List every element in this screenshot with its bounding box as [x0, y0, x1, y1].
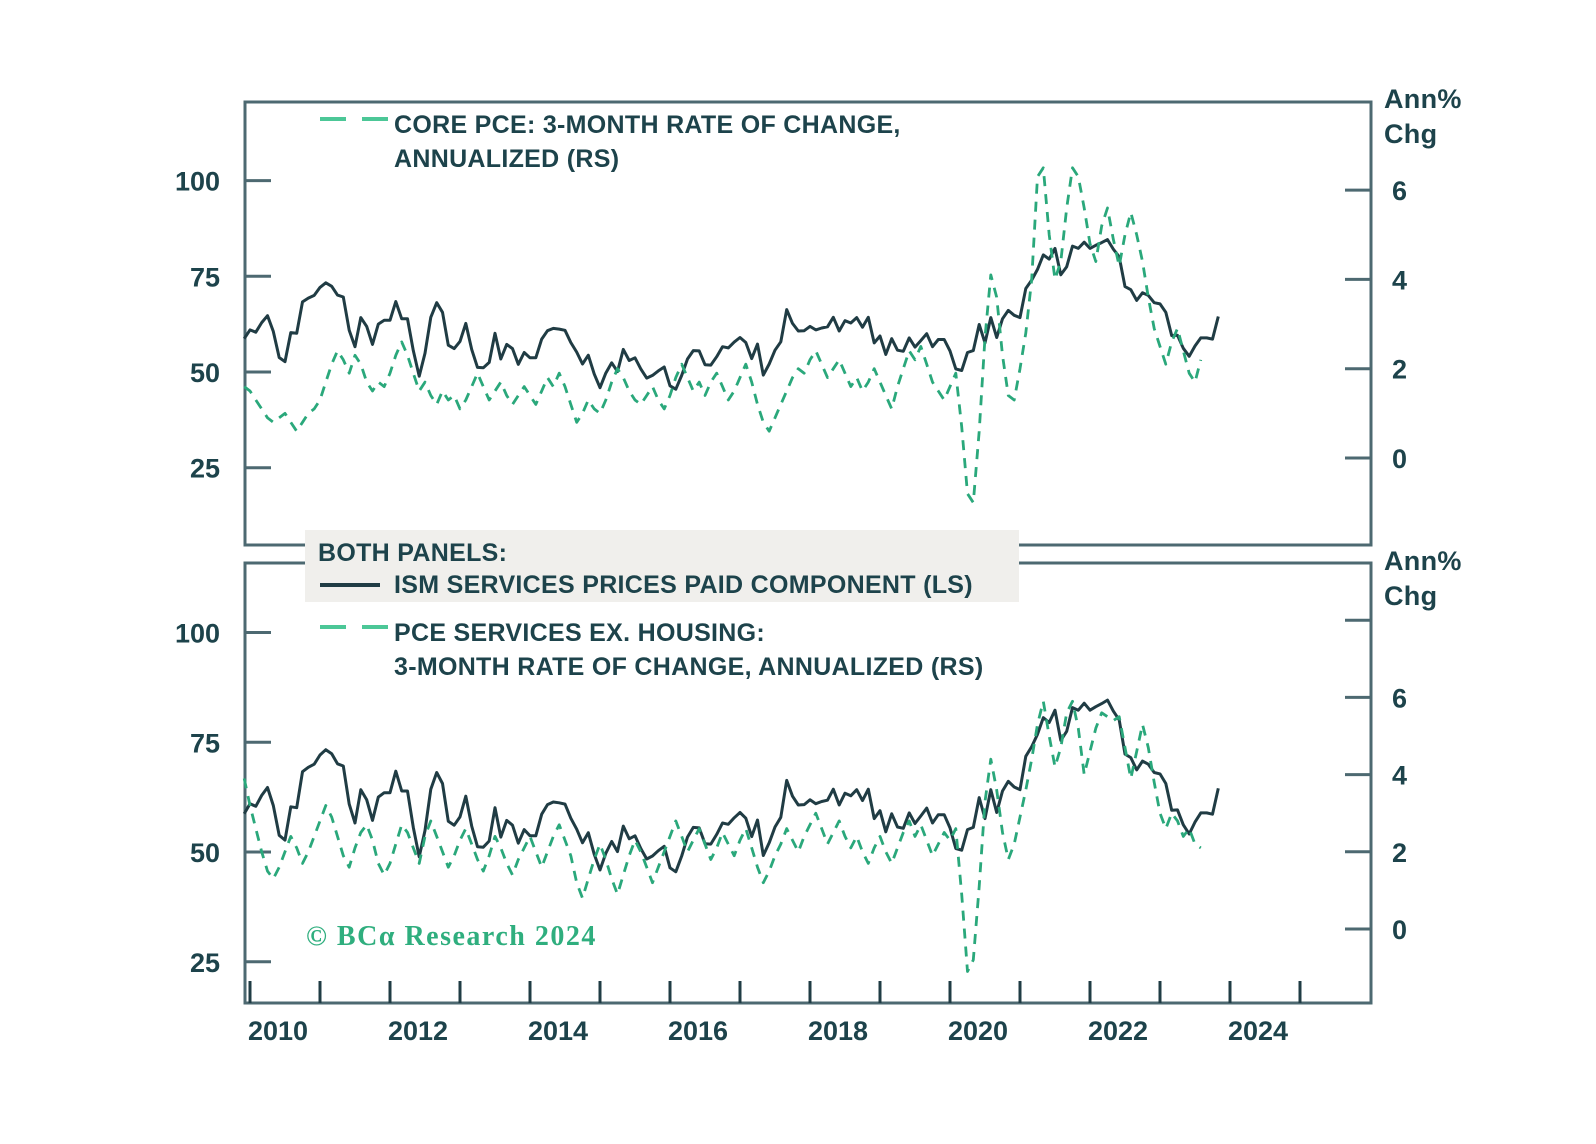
right-tick-label: 4: [1392, 761, 1407, 791]
year-label: 2014: [528, 1016, 588, 1046]
year-label: 2016: [668, 1016, 728, 1046]
chg-label: Chg: [1384, 581, 1438, 611]
legend-core-pce: CORE PCE: 3-MONTH RATE OF CHANGE, ANNUAL…: [318, 108, 901, 176]
legend-pce-line1: PCE SERVICES EX. HOUSING:: [394, 619, 766, 647]
copyright-text: © BCα Research 2024: [306, 921, 597, 952]
year-label: 2010: [248, 1016, 308, 1046]
left-tick-label: 25: [190, 948, 220, 978]
legend-core-pce-line2: ANNUALIZED (RS): [394, 145, 620, 173]
left-tick-label: 50: [190, 838, 220, 868]
right-tick-label: 2: [1392, 838, 1407, 868]
core_pce-line-top: [243, 166, 1203, 504]
year-label: 2022: [1088, 1016, 1148, 1046]
left-tick-label: 75: [190, 262, 220, 292]
ism-line-top: [242, 238, 1220, 391]
year-label: 2020: [948, 1016, 1008, 1046]
year-label: 2018: [808, 1016, 868, 1046]
year-label: 2024: [1228, 1016, 1288, 1046]
left-tick-label: 50: [190, 358, 220, 388]
dashed-line-icon: [320, 117, 388, 121]
left-tick-label: 25: [190, 454, 220, 484]
chg-label: Chg: [1384, 119, 1438, 149]
right-tick-label: 4: [1392, 265, 1407, 295]
left-tick-label: 75: [190, 728, 220, 758]
legend-pce-line2: 3-MONTH RATE OF CHANGE, ANNUALIZED (RS): [394, 653, 984, 681]
legend-both-panels-box: BOTH PANELS: ISM SERVICES PRICES PAID CO…: [305, 530, 1019, 602]
legend-both-panels-title: BOTH PANELS:: [318, 539, 508, 567]
dashed-line-icon: [320, 625, 388, 629]
right-tick-label: 0: [1392, 915, 1407, 945]
legend-ism-label: ISM SERVICES PRICES PAID COMPONENT (LS): [394, 571, 973, 599]
bottom-panel: 100 75 50 25 6 4 2 0: [175, 561, 1407, 1005]
right-axis-title-top: Ann% Chg: [1384, 82, 1462, 152]
right-tick-label: 6: [1392, 683, 1407, 713]
right-tick-label: 2: [1392, 355, 1407, 385]
solid-line-icon: [320, 583, 380, 587]
right-axis-title-bottom: Ann% Chg: [1384, 544, 1462, 614]
ann-pct-label: Ann%: [1384, 84, 1462, 114]
ann-pct-label: Ann%: [1384, 546, 1462, 576]
x-axis: 2010 2012 2014 2016 2018 2020 2022 2024: [248, 981, 1302, 1046]
left-tick-label: 100: [175, 619, 220, 649]
year-label: 2012: [388, 1016, 448, 1046]
legend-pce-services: PCE SERVICES EX. HOUSING: 3-MONTH RATE O…: [318, 616, 983, 684]
left-tick-label: 100: [175, 167, 220, 197]
ism-line-bottom: [242, 698, 1220, 874]
pce_services-line-bottom: [242, 699, 1202, 973]
legend-core-pce-line1: CORE PCE: 3-MONTH RATE OF CHANGE,: [394, 111, 901, 139]
right-tick-label: 0: [1392, 444, 1407, 474]
right-tick-label: 6: [1392, 176, 1407, 206]
